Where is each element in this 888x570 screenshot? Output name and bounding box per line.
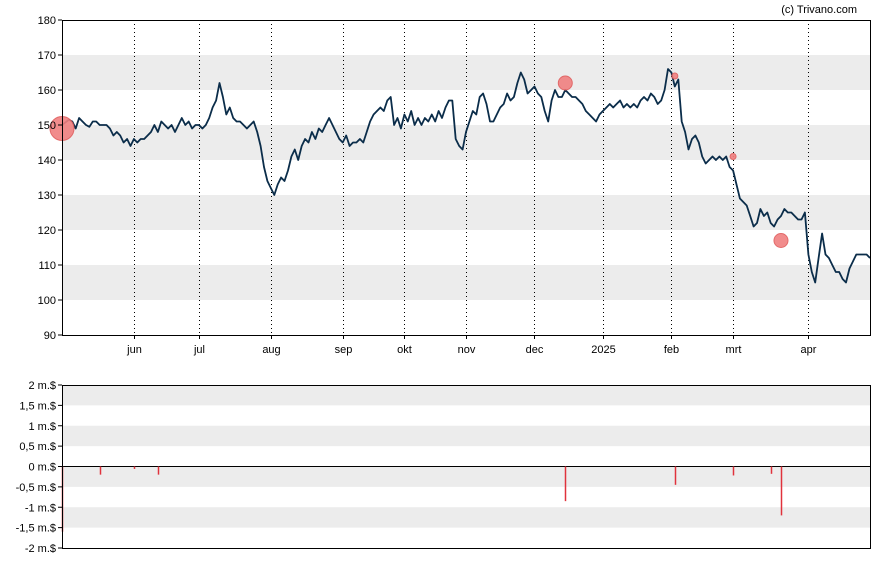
price-background-bands (62, 55, 870, 300)
y-tick-label: 90 (44, 330, 56, 342)
volume-band (62, 507, 870, 528)
y-tick-label: 180 (38, 15, 56, 27)
y-tick-label: 170 (38, 50, 56, 62)
volume-y-tick-label: -1 m.$ (25, 502, 56, 514)
volume-y-tick-label: -2 m.$ (25, 543, 56, 555)
volume-band (62, 385, 870, 406)
y-tick-label: 150 (38, 120, 56, 132)
volume-y-tick-label: 0,5 m.$ (19, 441, 56, 453)
x-tick-label: jul (193, 344, 205, 356)
x-tick-label: dec (526, 344, 544, 356)
price-line-group (61, 68, 871, 284)
x-tick-label: sep (335, 344, 353, 356)
insider-marker (671, 72, 679, 80)
volume-y-tick-label: 0 m.$ (28, 462, 56, 474)
x-tick-label: apr (801, 344, 817, 356)
y-tick-label: 140 (38, 155, 56, 167)
copyright-text: (c) Trivano.com (781, 4, 857, 16)
price-y-tick-labels: 90 100 110 120 130 140 150 160 170 180 (38, 15, 62, 342)
x-tick-label: feb (664, 344, 679, 356)
volume-background-bands (62, 385, 870, 528)
insider-marker (729, 153, 737, 160)
volume-y-tick-label: 1 m.$ (28, 421, 56, 433)
x-tick-label: 2025 (591, 344, 615, 356)
volume-band (62, 425, 870, 447)
volume-y-tick-label: 2 m.$ (28, 380, 56, 392)
y-tick-label: 160 (38, 85, 56, 97)
y-tick-label: 120 (38, 225, 56, 237)
volume-y-tick-label: -1,5 m.$ (16, 523, 56, 535)
y-tick-label: 110 (38, 260, 56, 272)
x-tick-label: nov (458, 344, 476, 356)
volume-y-tick-label: -0,5 m.$ (16, 482, 56, 494)
price-band (62, 265, 870, 300)
volume-band (62, 466, 870, 487)
volume-y-tick-labels: 2 m.$ 1,5 m.$ 1 m.$ 0,5 m.$ 0 m.$ -0,5 m.$ -1 … (16, 380, 62, 555)
insider-marker (557, 75, 573, 91)
y-tick-label: 100 (38, 295, 56, 307)
volume-y-tick-label: 1,5 m.$ (19, 400, 56, 412)
price-x-tick-labels: jun jul aug sep okt nov dec 2025 feb mrt apr (126, 344, 817, 356)
price-line (61, 68, 871, 284)
x-tick-label: jun (126, 344, 142, 356)
y-tick-label: 130 (38, 190, 56, 202)
insider-marker (773, 233, 789, 248)
x-tick-label: mrt (726, 344, 742, 356)
x-tick-label: aug (262, 344, 280, 356)
volume-plot-frame (62, 385, 871, 549)
price-plot-frame (62, 20, 871, 336)
chart-frames (62, 20, 871, 549)
x-tick-label: okt (397, 344, 412, 356)
